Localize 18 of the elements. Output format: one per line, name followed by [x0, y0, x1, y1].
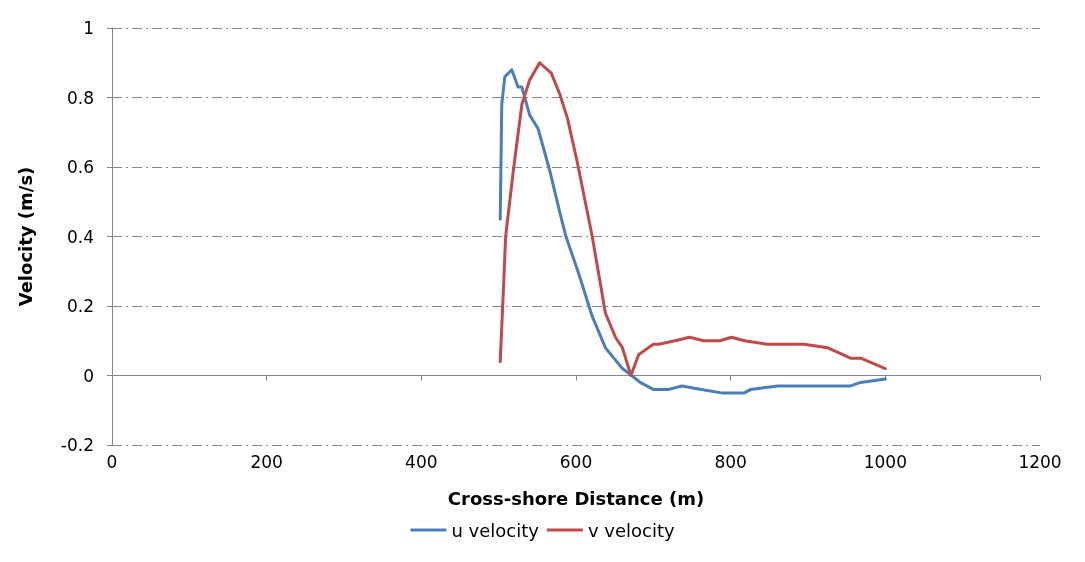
y-tick-label: 1	[83, 18, 94, 38]
legend-label: v velocity	[587, 519, 675, 541]
y-tick-label: 0.8	[66, 87, 94, 108]
y-tick-label: 0	[83, 365, 94, 386]
x-tick-label: 800	[714, 451, 747, 472]
x-axis-title: Cross-shore Distance (m)	[447, 487, 705, 509]
y-tick-label: 0.2	[66, 296, 94, 316]
y-tick-label: 0.6	[66, 157, 94, 177]
x-tick-label: 1000	[863, 451, 907, 472]
y-axis-title: Velocity (m/s)	[14, 166, 36, 307]
x-tick-label: 200	[250, 451, 283, 472]
x-tick-label: 0	[106, 451, 118, 472]
legend-label: u velocity	[451, 519, 540, 541]
x-tick-label: 400	[405, 451, 438, 472]
y-tick-label: -0.2	[60, 435, 94, 455]
x-tick-label: 1200	[1018, 451, 1062, 472]
x-tick-label: 600	[559, 451, 593, 472]
y-tick-label: 0.4	[66, 226, 94, 247]
